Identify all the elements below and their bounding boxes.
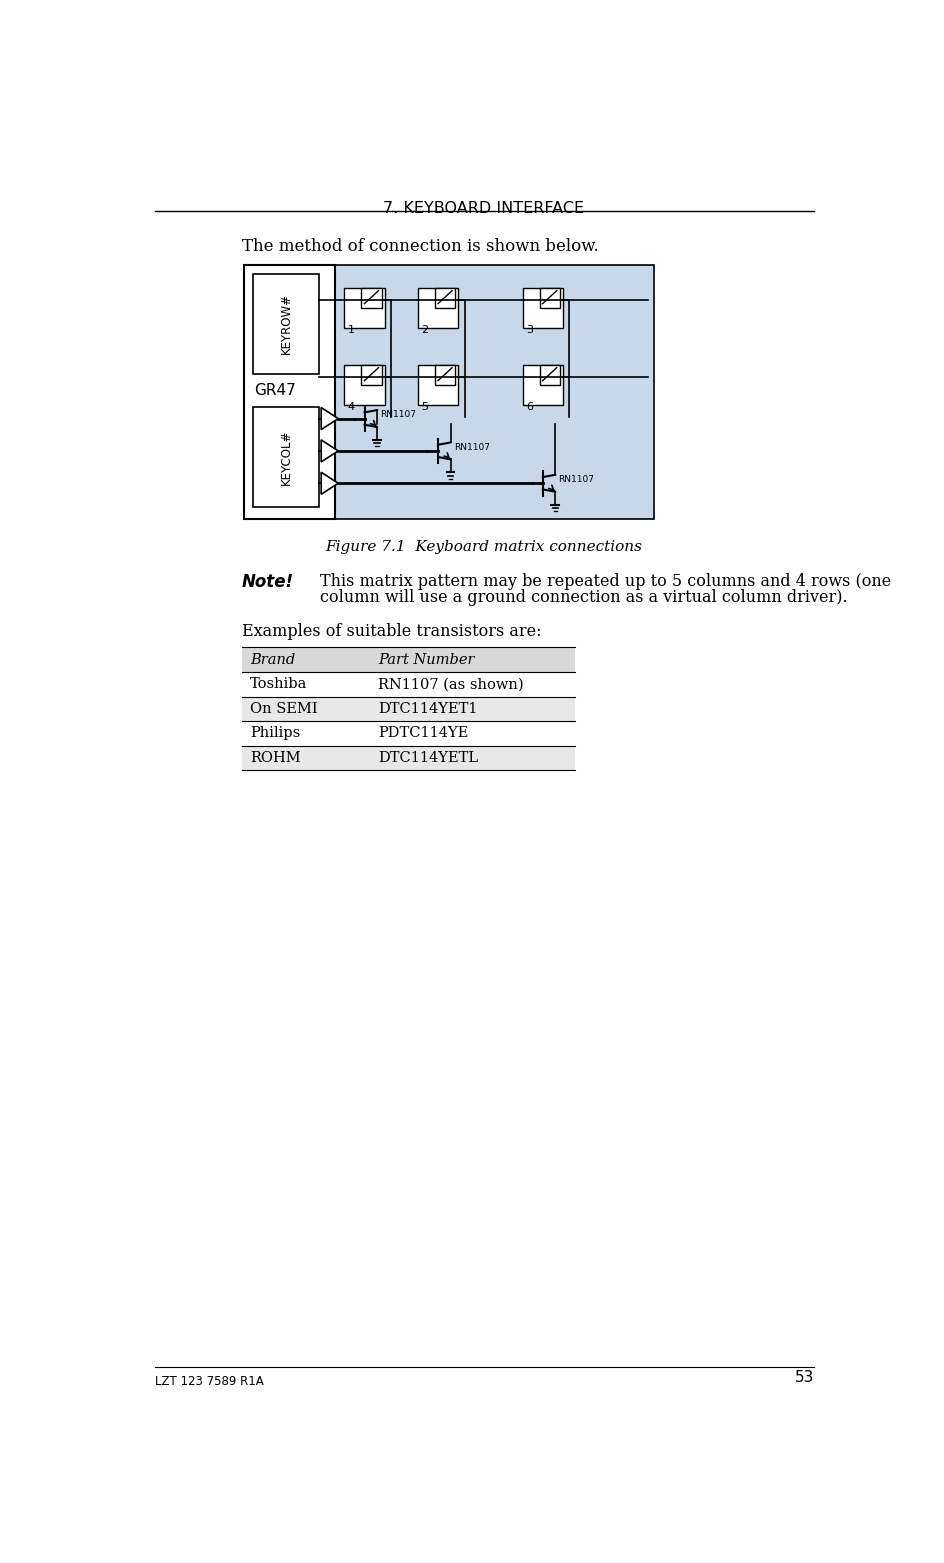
- Text: Toshiba: Toshiba: [249, 677, 307, 691]
- Polygon shape: [321, 472, 338, 494]
- Bar: [244, 264, 335, 519]
- Bar: [361, 364, 381, 384]
- Bar: [253, 406, 318, 506]
- Text: Examples of suitable transistors are:: Examples of suitable transistors are:: [242, 622, 541, 639]
- Text: Note!: Note!: [242, 572, 294, 591]
- Text: column will use a ground connection as a virtual column driver).: column will use a ground connection as a…: [319, 589, 847, 606]
- Text: 53: 53: [794, 1369, 813, 1385]
- Text: Figure 7.1  Keyboard matrix connections: Figure 7.1 Keyboard matrix connections: [325, 541, 642, 555]
- Bar: [344, 364, 384, 405]
- Text: The method of connection is shown below.: The method of connection is shown below.: [242, 238, 598, 255]
- Text: Philips: Philips: [249, 727, 300, 741]
- Text: 2: 2: [421, 325, 428, 336]
- Bar: [242, 721, 575, 746]
- Text: RN1107: RN1107: [453, 442, 489, 452]
- Bar: [434, 288, 455, 308]
- Bar: [242, 672, 575, 697]
- Text: ROHM: ROHM: [249, 752, 300, 766]
- Text: DTC114YETL: DTC114YETL: [378, 752, 478, 766]
- Polygon shape: [321, 439, 338, 463]
- Bar: [522, 288, 563, 328]
- Bar: [344, 288, 384, 328]
- Text: 5: 5: [421, 402, 428, 413]
- Text: LZT 123 7589 R1A: LZT 123 7589 R1A: [155, 1374, 263, 1388]
- Text: On SEMI: On SEMI: [249, 702, 317, 716]
- Bar: [522, 364, 563, 405]
- Text: RN1107 (as shown): RN1107 (as shown): [378, 677, 523, 691]
- Text: KEYROW#: KEYROW#: [279, 294, 292, 355]
- Bar: [242, 746, 575, 771]
- Bar: [244, 264, 654, 519]
- Text: 1: 1: [347, 325, 354, 336]
- Bar: [242, 697, 575, 721]
- Bar: [253, 274, 318, 374]
- Text: 4: 4: [347, 402, 354, 413]
- Bar: [417, 288, 458, 328]
- Text: 6: 6: [525, 402, 532, 413]
- Text: RN1107: RN1107: [379, 410, 415, 419]
- Bar: [539, 364, 559, 384]
- Polygon shape: [321, 408, 338, 430]
- Text: GR47: GR47: [254, 383, 296, 397]
- Text: Part Number: Part Number: [378, 653, 474, 666]
- Bar: [434, 364, 455, 384]
- Text: PDTC114YE: PDTC114YE: [378, 727, 467, 741]
- Text: 3: 3: [525, 325, 532, 336]
- Text: RN1107: RN1107: [558, 475, 594, 485]
- Text: 7. KEYBOARD INTERFACE: 7. KEYBOARD INTERFACE: [383, 202, 584, 216]
- Bar: [242, 647, 575, 672]
- Text: KEYCOL#: KEYCOL#: [279, 430, 292, 485]
- Text: Brand: Brand: [249, 653, 295, 666]
- Bar: [539, 288, 559, 308]
- Bar: [417, 364, 458, 405]
- Bar: [361, 288, 381, 308]
- Text: This matrix pattern may be repeated up to 5 columns and 4 rows (one: This matrix pattern may be repeated up t…: [319, 572, 890, 589]
- Text: DTC114YET1: DTC114YET1: [378, 702, 477, 716]
